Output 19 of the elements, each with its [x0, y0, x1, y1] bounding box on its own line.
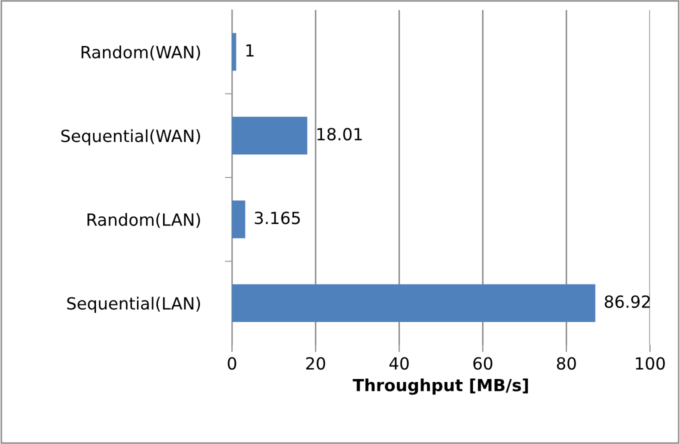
bar [232, 284, 596, 322]
data-label: 86.92 [604, 295, 650, 308]
data-label: 1 [246, 44, 254, 56]
y-tick-label: Random(WAN) [82, 46, 200, 60]
data-label: 18.01 [317, 128, 362, 140]
y-tick-label: Sequential(LAN) [67, 296, 200, 313]
x-tick-label: 80 [556, 357, 576, 370]
x-tick-label: 40 [389, 357, 409, 370]
y-tick-label: Random(LAN) [88, 213, 200, 228]
x-tick-label: 20 [306, 357, 326, 370]
data-label: 3.165 [254, 212, 300, 224]
y-tick-label: Sequential(WAN) [61, 129, 200, 146]
x-tick-label: 0 [228, 357, 236, 370]
bar [232, 200, 246, 238]
x-axis-title: Throughput [MB/s] [352, 378, 528, 395]
bar [232, 33, 236, 71]
x-tick-label: 60 [473, 357, 492, 370]
bar [232, 116, 308, 154]
x-tick-label: 100 [636, 357, 665, 370]
